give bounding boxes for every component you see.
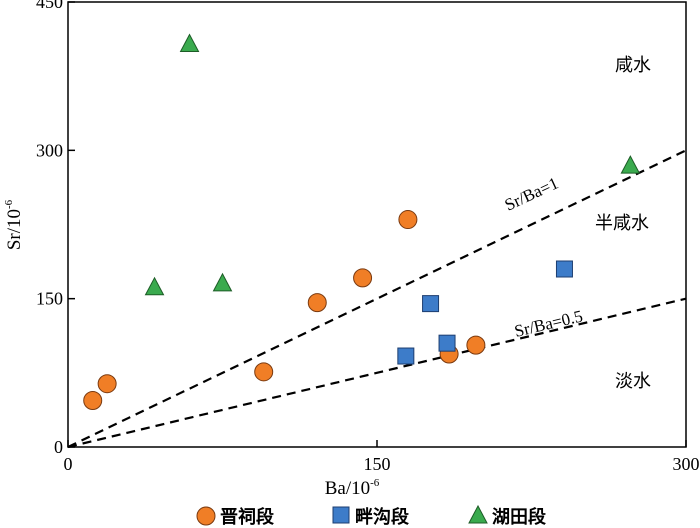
zone-label-saline: 咸水 — [615, 55, 651, 76]
data-point-circle — [353, 268, 373, 288]
zone-labels: 咸水 半咸水 淡水 — [595, 55, 651, 392]
x-tick-label: 300 — [673, 454, 700, 474]
x-axis-title: Ba/10-6 — [325, 477, 380, 499]
reference-lines — [67, 149, 687, 449]
data-point-circle — [466, 335, 486, 355]
reference-line-label-1: Sr/Ba=1 — [502, 173, 562, 214]
x-tick-label: 0 — [64, 454, 73, 474]
x-axis-title-base: Ba/10 — [325, 478, 370, 499]
data-point-triangle — [620, 155, 641, 174]
reference-line-label-2: Sr/Ba=0.5 — [513, 306, 585, 340]
zone-label-fresh: 淡水 — [615, 371, 651, 392]
y-axis-title-base: Sr/10 — [4, 209, 25, 250]
data-point-square — [555, 260, 573, 278]
x-tick-label: 150 — [364, 454, 391, 474]
axes — [67, 1, 687, 448]
reference-line-1 — [67, 149, 687, 448]
legend-marker-triangle — [468, 504, 488, 524]
legend-marker-circle — [196, 506, 216, 526]
data-point-circle — [83, 391, 103, 411]
legend-marker-square — [332, 506, 350, 524]
y-tick-label: 150 — [36, 289, 63, 309]
y-tick-label: 0 — [54, 437, 63, 457]
y-axis-title: Sr/10-6 — [3, 199, 25, 250]
data-point-triangle — [212, 272, 233, 292]
legend: 晋祠段 畔沟段 湖田段 — [196, 504, 547, 528]
legend-label-pangou: 畔沟段 — [355, 506, 410, 528]
legend-item-jinci: 晋祠段 — [196, 506, 275, 528]
data-point-circle — [307, 293, 327, 313]
x-axis-title-exponent: -6 — [370, 477, 380, 489]
data-point-triangle — [179, 33, 200, 53]
legend-label-jinci: 晋祠段 — [220, 506, 275, 528]
data-point-square — [422, 295, 440, 313]
y-axis-title-exponent: -6 — [3, 199, 15, 209]
data-point-square — [438, 334, 456, 352]
legend-item-hutian: 湖田段 — [468, 504, 547, 528]
data-point-circle — [254, 362, 274, 382]
zone-label-brackish: 半咸水 — [595, 213, 649, 234]
data-point-square — [397, 347, 415, 365]
data-point-triangle — [144, 276, 165, 296]
legend-label-hutian: 湖田段 — [492, 506, 547, 528]
legend-item-pangou: 畔沟段 — [332, 506, 410, 528]
y-tick-label: 450 — [36, 0, 63, 12]
data-point-circle — [398, 210, 418, 230]
y-tick-label: 300 — [36, 140, 63, 160]
plot-frame — [67, 1, 687, 448]
data-points — [83, 33, 641, 411]
reference-line-2 — [67, 297, 687, 449]
data-point-circle — [97, 374, 117, 394]
axis-ticks: 0 150 300 0 150 300 450 — [36, 0, 700, 474]
